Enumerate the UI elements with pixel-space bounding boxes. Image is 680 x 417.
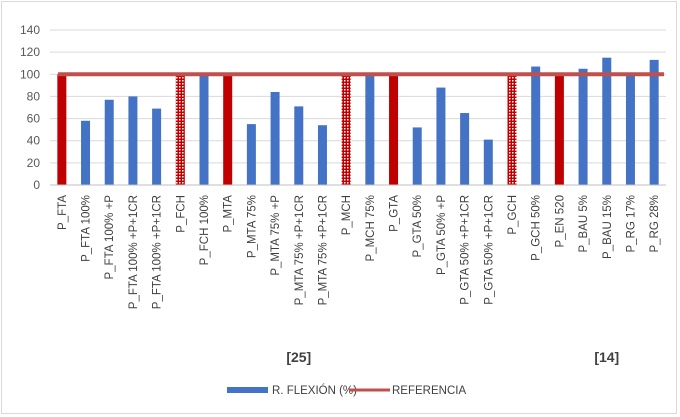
bar-2	[81, 120, 91, 185]
x-tick-label: P_FTA	[57, 195, 69, 230]
x-tick-label: P_GTA 50% +P+1CR	[483, 195, 495, 305]
x-tick-label: P_RG 17%	[625, 195, 637, 253]
bar-12	[317, 125, 327, 185]
x-axis: P_FTA P_FTA 100% P_FTA 100% +P P_FTA 100% +…	[50, 184, 666, 309]
x-tick-label: P_FCH 100%	[199, 195, 211, 265]
x-tick-label: P_FTA 100% +P	[104, 195, 116, 280]
bar-18	[460, 113, 470, 185]
legend-swatch-flexion	[227, 387, 268, 393]
y-tick-label: 80	[27, 89, 41, 103]
bar-11	[294, 106, 304, 185]
legend-label-referencia: REFERENCIA	[392, 385, 466, 397]
bar-22	[554, 74, 564, 185]
y-axis: 0 20 40 60 80 100 120 140	[20, 23, 40, 192]
y-tick-label: 20	[27, 156, 41, 170]
x-tick-label: P_MCH	[341, 195, 353, 235]
x-tick-label: P_GCH	[507, 195, 519, 235]
x-tick-label: P_MCH 75%	[365, 195, 377, 261]
x-tick-label: P_MTA 75%	[246, 195, 258, 258]
gridlines	[50, 29, 666, 186]
x-tick-label: P_MTA 75% +P+1CR	[294, 195, 306, 305]
legend: R. FLEXIÓN (%) REFERENCIA	[227, 384, 466, 397]
bar-25	[625, 74, 635, 185]
bar-20	[507, 74, 517, 185]
bar-14	[365, 74, 375, 185]
group-label: [25]	[286, 349, 311, 365]
x-tick-label: P_FTA 100% +P+1CR	[152, 195, 164, 309]
x-tick-label: P_RG 28%	[649, 195, 661, 253]
bar-26	[649, 59, 659, 186]
bar-23	[578, 68, 588, 185]
bar-8	[223, 74, 233, 185]
bar-10	[270, 92, 280, 185]
bar-3	[104, 99, 114, 185]
y-tick-label: 0	[33, 178, 40, 192]
bar-7	[199, 74, 209, 185]
bar-16	[412, 127, 422, 185]
x-tick-label: P_GTA 50%	[412, 195, 424, 257]
x-tick-label: P_FTA 100%	[81, 195, 93, 262]
x-tick-label: P_MTA 75% +P+1CR	[317, 195, 329, 305]
group-label: [14]	[594, 349, 619, 365]
y-tick-label: 140	[20, 23, 40, 37]
bar-6	[175, 74, 185, 185]
legend-label-flexion: R. FLEXIÓN (%)	[272, 384, 357, 397]
x-tick-label: P_BAU 15%	[602, 195, 614, 259]
y-tick-label: 100	[20, 67, 40, 81]
bar-15	[389, 74, 399, 185]
x-tick-label: P_GCH 50%	[531, 195, 543, 261]
y-tick-label: 120	[20, 45, 40, 59]
bar-21	[531, 66, 541, 185]
bar-19	[483, 139, 493, 185]
bar-5	[152, 108, 162, 185]
bar-1	[57, 74, 67, 185]
x-tick-label: P_GTA	[389, 195, 401, 232]
x-tick-label: P_GTA 50% +P	[436, 195, 448, 275]
y-tick-label: 60	[27, 112, 41, 126]
x-tick-label: P_GTA 50% +P+1CR	[460, 195, 472, 305]
group-labels: [25] [14]	[286, 349, 619, 365]
x-tick-label: P_MTA	[223, 195, 235, 233]
x-tick-label: P_FTA 100% +P+1CR	[128, 195, 140, 309]
bars	[57, 57, 659, 186]
bar-24	[602, 57, 612, 185]
y-tick-label: 40	[27, 134, 41, 148]
x-tick-label: P_FCH	[175, 195, 187, 233]
bar-13	[341, 74, 351, 185]
x-tick-label: P_MTA 75% +P	[270, 195, 282, 276]
bar-9	[246, 124, 256, 185]
bar-17	[436, 87, 446, 185]
bar-4	[128, 96, 138, 185]
x-tick-label: P_EN 520	[554, 195, 566, 247]
x-tick-label: P_BAU 5%	[578, 195, 590, 253]
